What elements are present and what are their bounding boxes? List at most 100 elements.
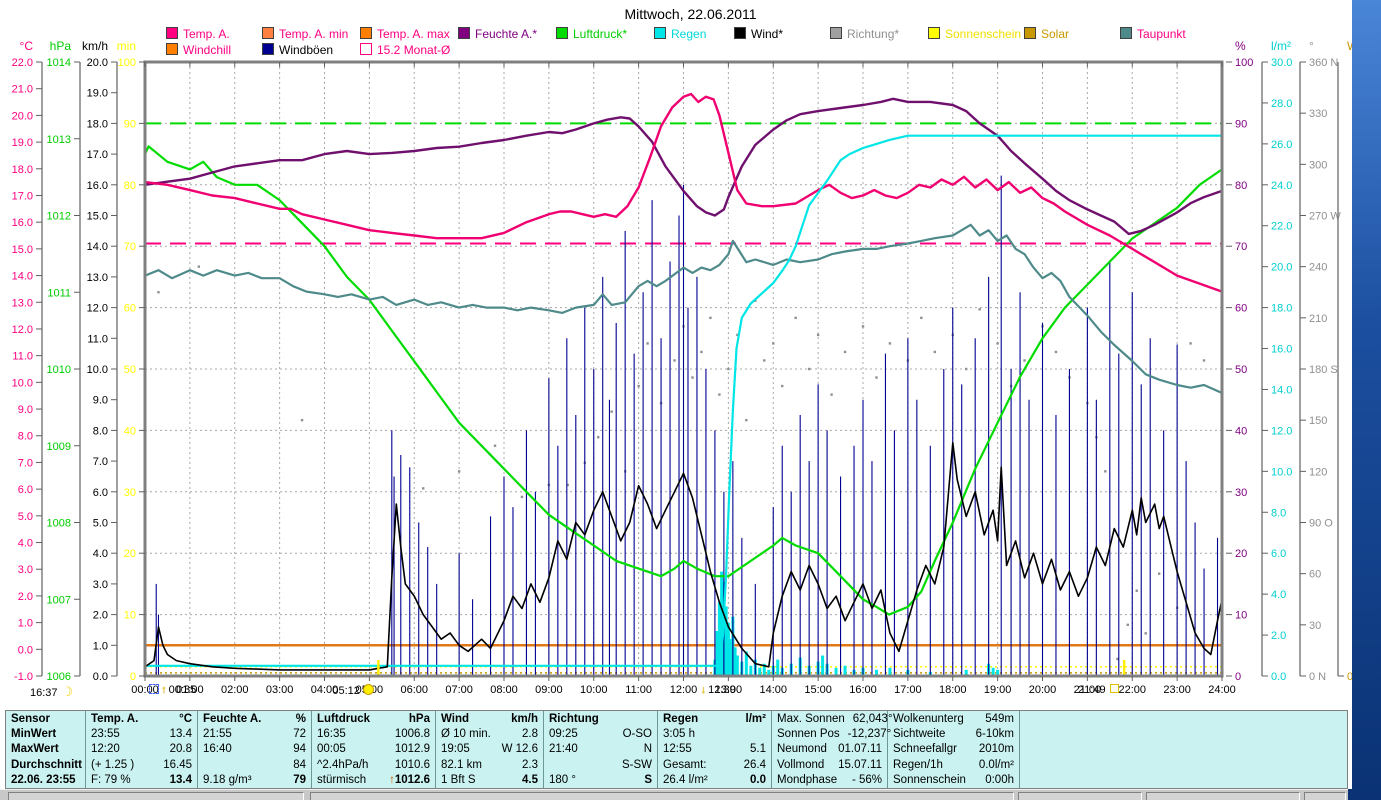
- column-luftdruck: Luftdruck hPa 16:35 1006.8 00:05 1012.9 ^2.4hP…: [312, 711, 436, 788]
- y-tick-label-temp: 19.0: [12, 137, 33, 149]
- x-tick-label: 20:00: [1029, 684, 1057, 696]
- cell-value: 2010m: [978, 743, 1014, 756]
- cell-value: 1012.9: [394, 743, 430, 756]
- y-tick-label-deg: 120: [1309, 466, 1327, 478]
- rain-bar: [735, 655, 739, 676]
- richtung-dot: [933, 350, 936, 354]
- table-row: 00:05 1012.9: [317, 742, 430, 757]
- y-tick-label-lm2: 20.0: [1271, 262, 1292, 274]
- legend-item-15-2-monat-: 15.2 Monat-Ø: [360, 43, 450, 57]
- table-row: Sichtweite 6-10km: [893, 727, 1014, 742]
- legend-label: Luftdruck*: [573, 27, 628, 41]
- legend-item-richtung-: Richtung*: [830, 27, 899, 41]
- richtung-dot: [422, 487, 425, 490]
- legend-swatch-icon: [654, 27, 666, 39]
- cell-value: 26.4: [743, 758, 766, 771]
- cell-label: 16:35: [317, 728, 346, 741]
- y-tick-label-kmh: 18.0: [87, 118, 108, 130]
- richtung-dot: [637, 384, 640, 388]
- richtung-dot: [781, 384, 784, 388]
- legend-item-wind-: Wind*: [734, 27, 783, 41]
- cell-label: 180 °: [549, 773, 576, 786]
- event-time-label: 00:35: [168, 684, 197, 696]
- cell-value: ↑1012.6: [389, 773, 430, 786]
- y-tick-label-deg: 330: [1309, 108, 1327, 120]
- y-tick-label-deg: 180 S: [1309, 364, 1338, 376]
- y-tick-label-minax: 50: [124, 364, 136, 376]
- cell-value: 20.8: [169, 743, 192, 756]
- event-moonrise-arrow-annotation: ↑ 00:35: [149, 684, 196, 696]
- cell-value: 2.8: [522, 728, 538, 741]
- y-tick-label-lm2: 18.0: [1271, 303, 1292, 315]
- event-moonset-arrow-annotation: ↓ 12:39: [701, 684, 736, 696]
- y-tick-label-deg: 150: [1309, 415, 1327, 427]
- table-row: Wind km/h: [441, 712, 538, 727]
- richtung-dot: [1135, 589, 1138, 592]
- event-time-label: 05:12: [332, 685, 360, 697]
- rain-bar: [720, 571, 724, 676]
- legend-label: Richtung*: [847, 27, 900, 41]
- moonrise-arrow-icon: ↑: [161, 684, 167, 696]
- series-luftdruck: [144, 145, 1223, 616]
- y-tick-label-temp: 2.0: [18, 591, 33, 603]
- cell-label: Sichtweite: [893, 728, 946, 741]
- y-tick-label-deg: 90 O: [1309, 518, 1333, 530]
- richtung-dot: [920, 316, 923, 320]
- column-feuchte-a-: Feuchte A.% 21:55 72 16:40 94 84 9.18 g/m³ 79: [198, 711, 312, 788]
- legend-label: 15.2 Monat-Ø: [377, 43, 451, 57]
- legend-swatch-icon: [1120, 27, 1132, 39]
- axis-header-pct: %: [1235, 39, 1246, 53]
- cell-label: 12:55: [663, 743, 692, 756]
- legend-label: Feuchte A.*: [475, 27, 538, 41]
- y-tick-label-hpa: 1010: [47, 364, 71, 376]
- legend-item-feuchte-a-: Feuchte A.*: [458, 27, 537, 41]
- rain-bar: [843, 665, 847, 676]
- richtung-dot: [457, 470, 461, 473]
- y-tick-label-lm2: 2.0: [1271, 630, 1286, 642]
- table-row: Vollmond 15.07.11: [777, 758, 882, 773]
- y-tick-label-kmh: 11.0: [87, 333, 108, 345]
- cell-label: Mondphase: [777, 773, 838, 786]
- astro-info-column: Max. Sonnen 62,043° Sonnen Pos -12,237° Neum…: [772, 711, 893, 788]
- table-row: 21:55 72: [203, 727, 306, 742]
- x-tick-label: 17:00: [894, 684, 922, 696]
- y-tick-label-hpa: 1008: [47, 518, 71, 530]
- table-filler: [1020, 711, 1347, 788]
- column-temp-a-: Temp. A. °C 23:55 13.4 12:20 20.8 (+ 1.25 ) 16.…: [86, 711, 198, 788]
- cell-label: 22.06. 23:55: [11, 773, 76, 786]
- legend-item-temp-a-: Temp. A.: [166, 27, 230, 41]
- y-tick-label-pct: 0: [1235, 671, 1241, 683]
- richtung-dot: [772, 342, 775, 345]
- x-tick-label: 12:00: [670, 684, 698, 696]
- legend-swatch-icon: [458, 27, 470, 39]
- richtung-dot: [1189, 342, 1192, 345]
- legend-label: Taupunkt: [1137, 27, 1186, 41]
- y-tick-label-lm2: 24.0: [1271, 180, 1292, 192]
- legend-swatch-icon: [556, 27, 568, 39]
- cell-value: 01.07.11: [838, 743, 882, 756]
- y-tick-label-kmh: 4.0: [93, 548, 108, 560]
- rain-bar: [767, 669, 771, 676]
- cell-label: Wind: [441, 713, 469, 725]
- column-richtung: Richtung 09:25 O-SO 21:40 N S-SW 180 ° S: [544, 711, 658, 788]
- richtung-dot: [1104, 470, 1107, 473]
- richtung-dot: [996, 342, 999, 345]
- y-tick-label-temp: -1.0: [14, 671, 33, 683]
- y-tick-label-minax: 70: [124, 241, 136, 253]
- y-tick-label-temp: 1.0: [18, 618, 33, 630]
- event-sunset-square-annotation: 21:49: [1078, 684, 1119, 696]
- y-tick-label-lm2: 30.0: [1271, 57, 1292, 69]
- cell-value: 84: [293, 758, 306, 771]
- cell-label: Luftdruck: [317, 713, 371, 725]
- table-row: S-SW: [549, 758, 652, 773]
- cell-label: Gesamt:: [663, 758, 707, 771]
- cell-value: 16.45: [163, 758, 192, 771]
- rain-bar: [776, 659, 780, 676]
- table-row: Sensor: [11, 712, 80, 727]
- legend-swatch-icon: [166, 27, 178, 39]
- status-bar: [0, 789, 1349, 800]
- cell-value: 0.0l/m²: [978, 758, 1014, 771]
- rain-bar: [996, 669, 1000, 676]
- x-tick-label: 08:00: [490, 684, 518, 696]
- window-edge-corner: [1348, 789, 1381, 800]
